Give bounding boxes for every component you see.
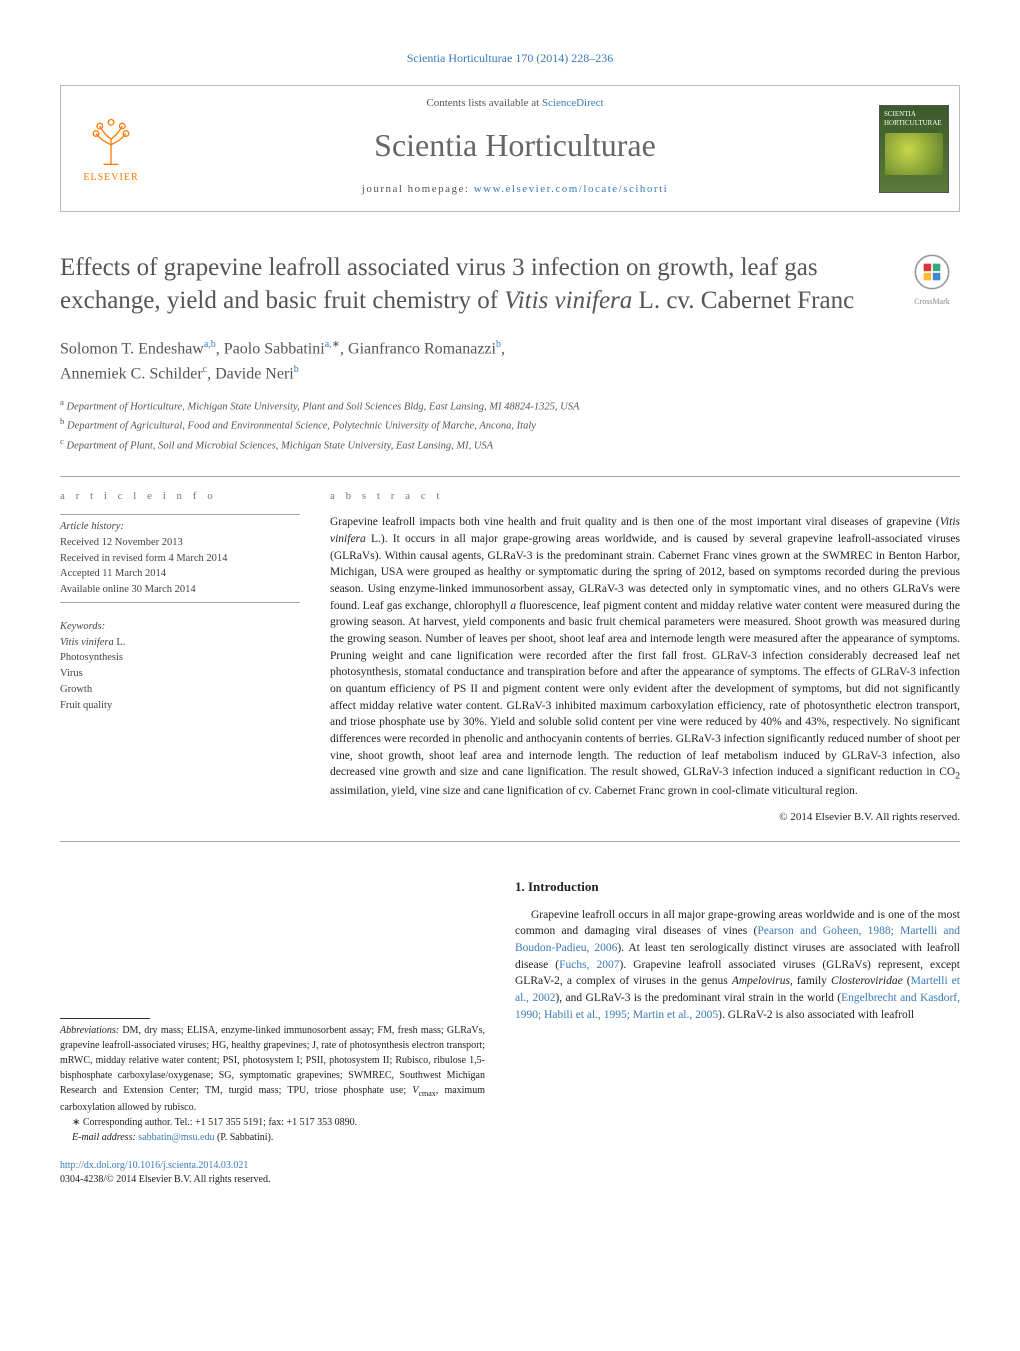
history-received: Received 12 November 2013 bbox=[60, 535, 300, 551]
history-online: Available online 30 March 2014 bbox=[60, 582, 300, 598]
footnotes: Abbreviations: DM, dry mass; ELISA, enzy… bbox=[60, 1023, 485, 1145]
abstract-heading: a b s t r a c t bbox=[330, 489, 960, 504]
intro-ref-2[interactable]: Fuchs, 2007 bbox=[559, 959, 619, 971]
intro-family: Closteroviridae bbox=[831, 975, 903, 987]
author-2-affil[interactable]: a, bbox=[325, 339, 332, 350]
journal-title: Scientia Horticulturae bbox=[181, 123, 849, 168]
sciencedirect-link[interactable]: ScienceDirect bbox=[542, 97, 604, 109]
introduction-paragraph: Grapevine leafroll occurs in all major g… bbox=[515, 907, 960, 1024]
elsevier-tree-icon bbox=[83, 113, 139, 169]
divider bbox=[60, 476, 960, 477]
doi-link[interactable]: http://dx.doi.org/10.1016/j.scienta.2014… bbox=[60, 1160, 248, 1171]
abs-co2-sub: 2 bbox=[955, 771, 960, 782]
affiliation-c: Department of Plant, Soil and Microbial … bbox=[67, 440, 494, 451]
keyword-4: Growth bbox=[60, 682, 300, 698]
corresponding-email-link[interactable]: sabbatin@msu.edu bbox=[138, 1132, 214, 1143]
cover-title: SCIENTIA HORTICULTURAE bbox=[884, 110, 944, 130]
author-2: Paolo Sabbatini bbox=[224, 341, 325, 358]
journal-cover-thumbnail: SCIENTIA HORTICULTURAE bbox=[869, 86, 959, 212]
divider bbox=[60, 841, 960, 842]
abbrev-label: Abbreviations: bbox=[60, 1025, 119, 1036]
footnote-divider bbox=[60, 1018, 150, 1019]
abs-t1: Grapevine leafroll impacts both vine hea… bbox=[330, 516, 940, 528]
contents-available-line: Contents lists available at ScienceDirec… bbox=[181, 96, 849, 111]
keywords: Keywords: Vitis vinifera L. Photosynthes… bbox=[60, 619, 300, 714]
affiliation-b: Department of Agricultural, Food and Env… bbox=[67, 421, 536, 432]
journal-header-box: ELSEVIER Contents lists available at Sci… bbox=[60, 85, 960, 213]
crossmark-badge[interactable]: CrossMark bbox=[904, 252, 960, 306]
article-info-column: a r t i c l e i n f o Article history: R… bbox=[60, 489, 300, 826]
elsevier-logo: ELSEVIER bbox=[61, 86, 161, 212]
author-1-affil[interactable]: a,b bbox=[204, 339, 216, 350]
corresponding-author: ∗ Corresponding author. Tel.: +1 517 355… bbox=[60, 1115, 485, 1130]
keyword-3: Virus bbox=[60, 666, 300, 682]
elsevier-logo-text: ELSEVIER bbox=[83, 171, 138, 185]
abstract-text: Grapevine leafroll impacts both vine hea… bbox=[330, 514, 960, 800]
copyright-line: © 2014 Elsevier B.V. All rights reserved… bbox=[330, 810, 960, 825]
article-title: Effects of grapevine leafroll associated… bbox=[60, 252, 884, 317]
journal-homepage-line: journal homepage: www.elsevier.com/locat… bbox=[181, 182, 849, 197]
author-3-affil[interactable]: b bbox=[496, 339, 501, 350]
author-2-corr[interactable]: ∗ bbox=[332, 339, 340, 350]
intro-t6: ), and GLRaV-3 is the predominant viral … bbox=[555, 992, 841, 1004]
journal-homepage-link[interactable]: www.elsevier.com/locate/scihorti bbox=[474, 183, 669, 195]
keyword-1-suffix: L. bbox=[114, 637, 126, 648]
vcmax-sub: cmax bbox=[418, 1089, 435, 1098]
journal-reference: Scientia Horticulturae 170 (2014) 228–23… bbox=[60, 50, 960, 67]
intro-genus: Ampelovirus bbox=[732, 975, 790, 987]
divider bbox=[60, 602, 300, 603]
abbrev-text: DM, dry mass; ELISA, enzyme-linked immun… bbox=[60, 1025, 485, 1096]
introduction-column: 1. Introduction Grapevine leafroll occur… bbox=[515, 878, 960, 1187]
intro-t7: ). GLRaV-2 is also associated with leafr… bbox=[718, 1009, 914, 1021]
keyword-2: Photosynthesis bbox=[60, 650, 300, 666]
article-info-heading: a r t i c l e i n f o bbox=[60, 489, 300, 504]
author-4: Annemiek C. Schilder bbox=[60, 365, 203, 382]
abs-t4: assimilation, yield, vine size and cane … bbox=[330, 785, 858, 797]
author-3: Gianfranco Romanazzi bbox=[348, 341, 496, 358]
issn-line: 0304-4238/© 2014 Elsevier B.V. All right… bbox=[60, 1174, 270, 1185]
affiliation-a: Department of Horticulture, Michigan Sta… bbox=[67, 402, 580, 413]
introduction-heading: 1. Introduction bbox=[515, 878, 960, 896]
email-tail: (P. Sabbatini). bbox=[214, 1132, 273, 1143]
footnote-column: Abbreviations: DM, dry mass; ELISA, enzy… bbox=[60, 878, 485, 1187]
doi-block: http://dx.doi.org/10.1016/j.scienta.2014… bbox=[60, 1159, 485, 1187]
history-label: Article history: bbox=[60, 519, 300, 535]
keywords-label: Keywords: bbox=[60, 619, 300, 635]
header-center: Contents lists available at ScienceDirec… bbox=[161, 86, 869, 212]
affiliations: a Department of Horticulture, Michigan S… bbox=[60, 396, 960, 454]
author-5-affil[interactable]: b bbox=[294, 364, 299, 375]
author-4-affil[interactable]: c bbox=[203, 364, 207, 375]
author-5: Davide Neri bbox=[215, 365, 294, 382]
history-accepted: Accepted 11 March 2014 bbox=[60, 566, 300, 582]
intro-t4: , family bbox=[790, 975, 831, 987]
title-part-b: L. cv. Cabernet Franc bbox=[632, 287, 854, 314]
crossmark-label: CrossMark bbox=[904, 296, 960, 307]
author-1: Solomon T. Endeshaw bbox=[60, 341, 204, 358]
history-revised: Received in revised form 4 March 2014 bbox=[60, 551, 300, 567]
article-history: Article history: Received 12 November 20… bbox=[60, 519, 300, 598]
divider bbox=[60, 514, 300, 515]
email-label: E-mail address: bbox=[72, 1132, 136, 1143]
keyword-5: Fruit quality bbox=[60, 698, 300, 714]
abstract-column: a b s t r a c t Grapevine leafroll impac… bbox=[330, 489, 960, 826]
title-species: Vitis vinifera bbox=[504, 287, 632, 314]
cover-photo-icon bbox=[885, 133, 943, 175]
abs-t3: fluorescence, leaf pigment content and m… bbox=[330, 600, 960, 779]
intro-t5: ( bbox=[903, 975, 911, 987]
homepage-prefix: journal homepage: bbox=[362, 183, 474, 195]
keyword-1: Vitis vinifera bbox=[60, 637, 114, 648]
author-list: Solomon T. Endeshawa,b, Paolo Sabbatinia… bbox=[60, 337, 960, 386]
contents-prefix: Contents lists available at bbox=[426, 97, 541, 109]
